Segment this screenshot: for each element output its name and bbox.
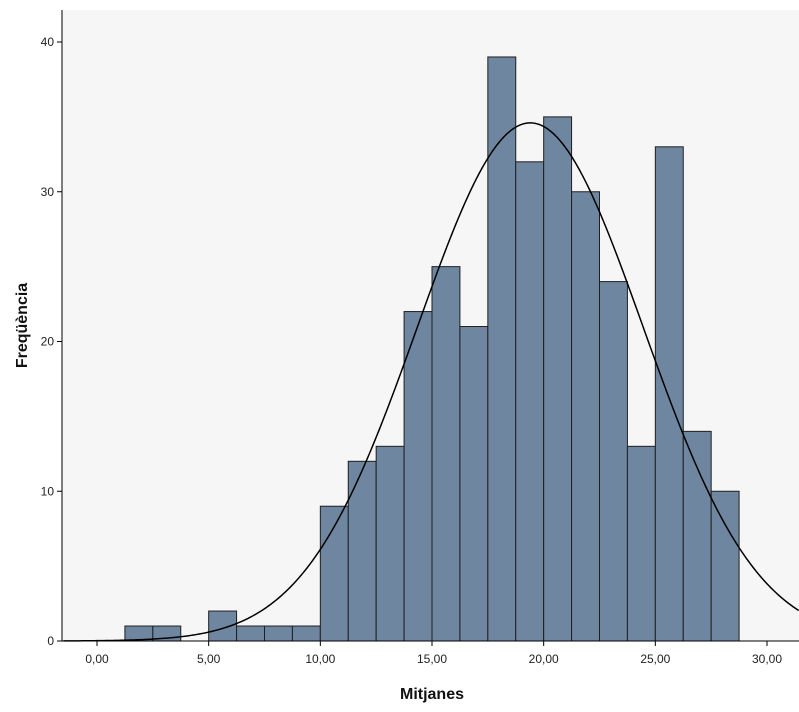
histogram-bar (515, 161, 545, 642)
y-axis-title: Freqüència (14, 283, 31, 368)
bars-layer (124, 56, 740, 642)
histogram-bar (654, 146, 684, 642)
histogram-bar (264, 625, 293, 642)
x-tick-label: 15,00 (417, 652, 447, 666)
y-tick-label: 10 (41, 484, 55, 498)
histogram-bar (431, 266, 461, 642)
x-tick-label: 5,00 (197, 652, 221, 666)
histogram-bar (710, 490, 740, 642)
histogram-bar (487, 56, 517, 642)
histogram-bar (599, 281, 628, 642)
histogram-bar (375, 445, 405, 642)
histogram-bar (236, 625, 265, 642)
y-tick-label: 20 (41, 335, 55, 349)
y-tick-label: 30 (41, 185, 55, 199)
x-tick-label: 25,00 (640, 652, 670, 666)
y-tick-label: 40 (41, 35, 55, 49)
histogram-bar (208, 610, 238, 642)
histogram-bar (459, 326, 489, 642)
histogram-bar (319, 505, 349, 642)
axes-layer: 0,00 5,00 10,00 15,00 20,00 25,00 30,00 0 10 20 30… (41, 10, 799, 666)
histogram-bar (347, 460, 377, 642)
x-tick-label: 30,00 (752, 652, 782, 666)
x-tick-label: 20,00 (529, 652, 559, 666)
histogram-bar (682, 430, 712, 642)
histogram-bar (543, 116, 573, 642)
x-tick-label: 10,00 (305, 652, 335, 666)
histogram-bar (626, 445, 656, 642)
x-tick-label: 0,00 (85, 652, 109, 666)
histogram-bar (403, 311, 433, 642)
histogram-bar (291, 625, 321, 642)
y-tick-label: 0 (47, 634, 54, 648)
histogram-bar (571, 191, 600, 642)
x-axis-title: Mitjanes (400, 686, 464, 703)
normal-curve (63, 122, 799, 642)
